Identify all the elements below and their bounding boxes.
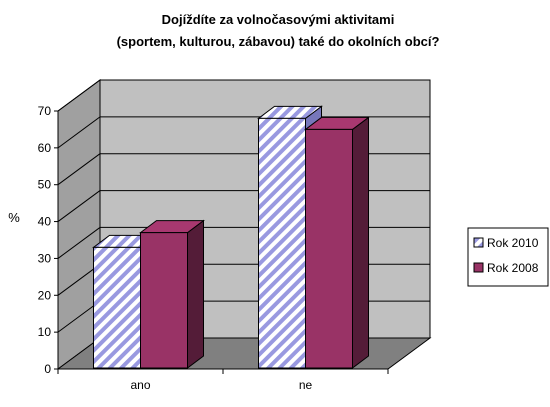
bar-rok-2008-ano	[140, 232, 188, 369]
plot-area: 0 10 20 30 40 50 60 70 ano ne	[38, 79, 432, 392]
gridline	[57, 116, 101, 149]
gridline	[57, 153, 101, 186]
legend-swatch-rok-2010	[473, 237, 484, 248]
gridline	[57, 79, 101, 112]
bar-rok-2010-ano	[93, 246, 141, 369]
y-tick-label: 70	[38, 104, 52, 118]
chart-title-line-1: Dojíždíte za volnočasovými aktivitami	[162, 12, 395, 27]
y-tick-label: 40	[38, 215, 52, 229]
y-tick-label: 50	[38, 178, 52, 192]
gridline	[57, 227, 101, 259]
gridline	[57, 190, 101, 222]
x-tick-label: ne	[299, 378, 313, 392]
y-tick-label: 30	[38, 251, 52, 265]
bar-rok-2010-ne	[258, 117, 306, 369]
bar-rok-2008-ne-side	[352, 116, 369, 369]
chart-title-line-2: (sportem, kulturou, zábavou) také do oko…	[117, 34, 440, 49]
y-axis-label: %	[8, 210, 20, 225]
legend-label-rok-2010: Rok 2010	[487, 236, 539, 250]
y-tick-label: 10	[38, 325, 52, 339]
bar-rok-2008-ne	[305, 128, 353, 369]
x-tick-label: ano	[130, 378, 150, 392]
bar-rok-2008-ano-side	[187, 219, 204, 369]
y-tick-label: 0	[44, 362, 51, 376]
legend-swatch-rok-2008	[473, 262, 484, 273]
legend-label-rok-2008: Rok 2008	[487, 261, 539, 275]
y-tick-label: 60	[38, 141, 52, 155]
legend: Rok 2010 Rok 2008	[467, 227, 549, 287]
y-tick-label: 20	[38, 288, 52, 302]
